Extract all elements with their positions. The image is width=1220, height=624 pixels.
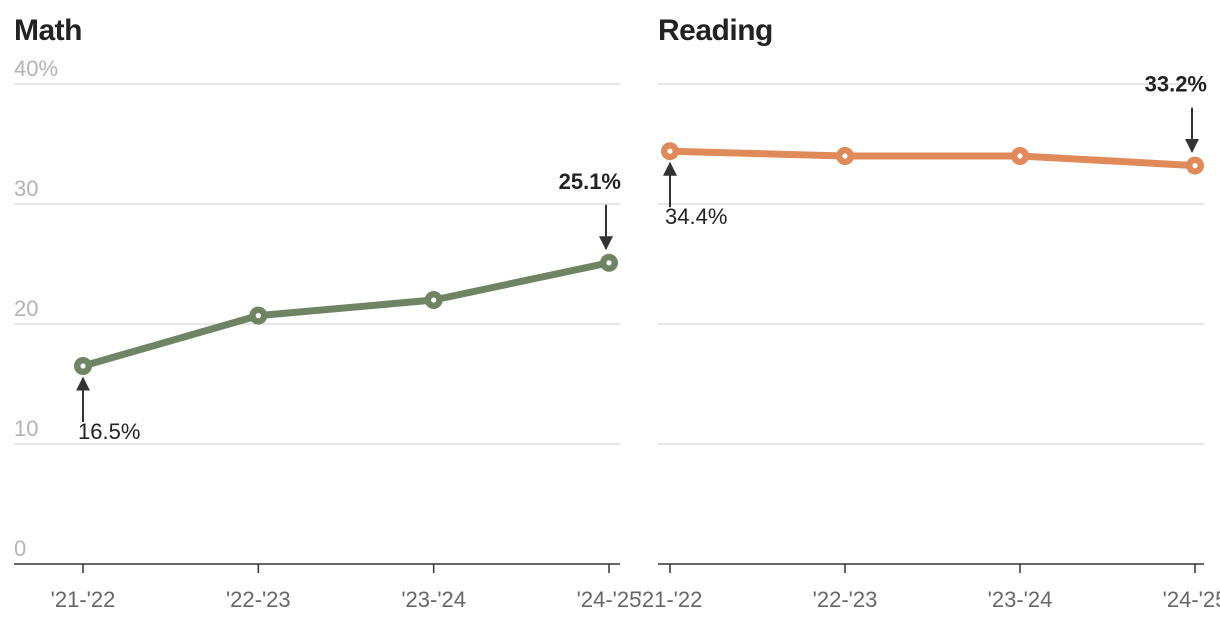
start-value-label: 34.4% (665, 204, 727, 229)
x-tick-label: '24-'25 (577, 587, 642, 612)
series-line (666, 147, 1199, 170)
x-tick-label: '22-'23 (813, 587, 878, 612)
data-point-center (1192, 163, 1198, 169)
math-title: Math (14, 14, 82, 47)
data-point-center (667, 148, 673, 154)
data-point-center (80, 363, 86, 369)
data-point-center (431, 297, 437, 303)
data-point-center (1017, 153, 1023, 159)
end-value-label: 25.1% (559, 169, 621, 194)
end-value-label: 33.2% (1145, 72, 1207, 97)
x-tick-label: '22-'23 (226, 587, 291, 612)
data-point-center (255, 313, 261, 319)
x-tick-label: '23-'24 (988, 587, 1053, 612)
y-tick-label: 0 (14, 536, 26, 561)
reading-title: Reading (658, 14, 773, 47)
data-point-center (606, 260, 612, 266)
y-tick-label: 10 (14, 416, 38, 441)
x-tick-label: '21-'22 (638, 587, 703, 612)
data-point-center (842, 153, 848, 159)
y-tick-label: 30 (14, 176, 38, 201)
math-panel: Math 0 10 20 30 40% '21-'22 '22-'23 '23-'24 '24-… (14, 14, 641, 612)
start-value-label: 16.5% (78, 419, 140, 444)
y-tick-label: 20 (14, 296, 38, 321)
x-tick-label: '21-'22 (51, 587, 116, 612)
series-line (79, 259, 613, 370)
y-tick-label: 40% (14, 56, 58, 81)
reading-panel: Reading '21-'22 '22-'23 '23-'24 '24-'25 34.… (638, 14, 1220, 612)
x-tick-label: '23-'24 (401, 587, 466, 612)
x-tick-label: '24-'25 (1163, 587, 1220, 612)
